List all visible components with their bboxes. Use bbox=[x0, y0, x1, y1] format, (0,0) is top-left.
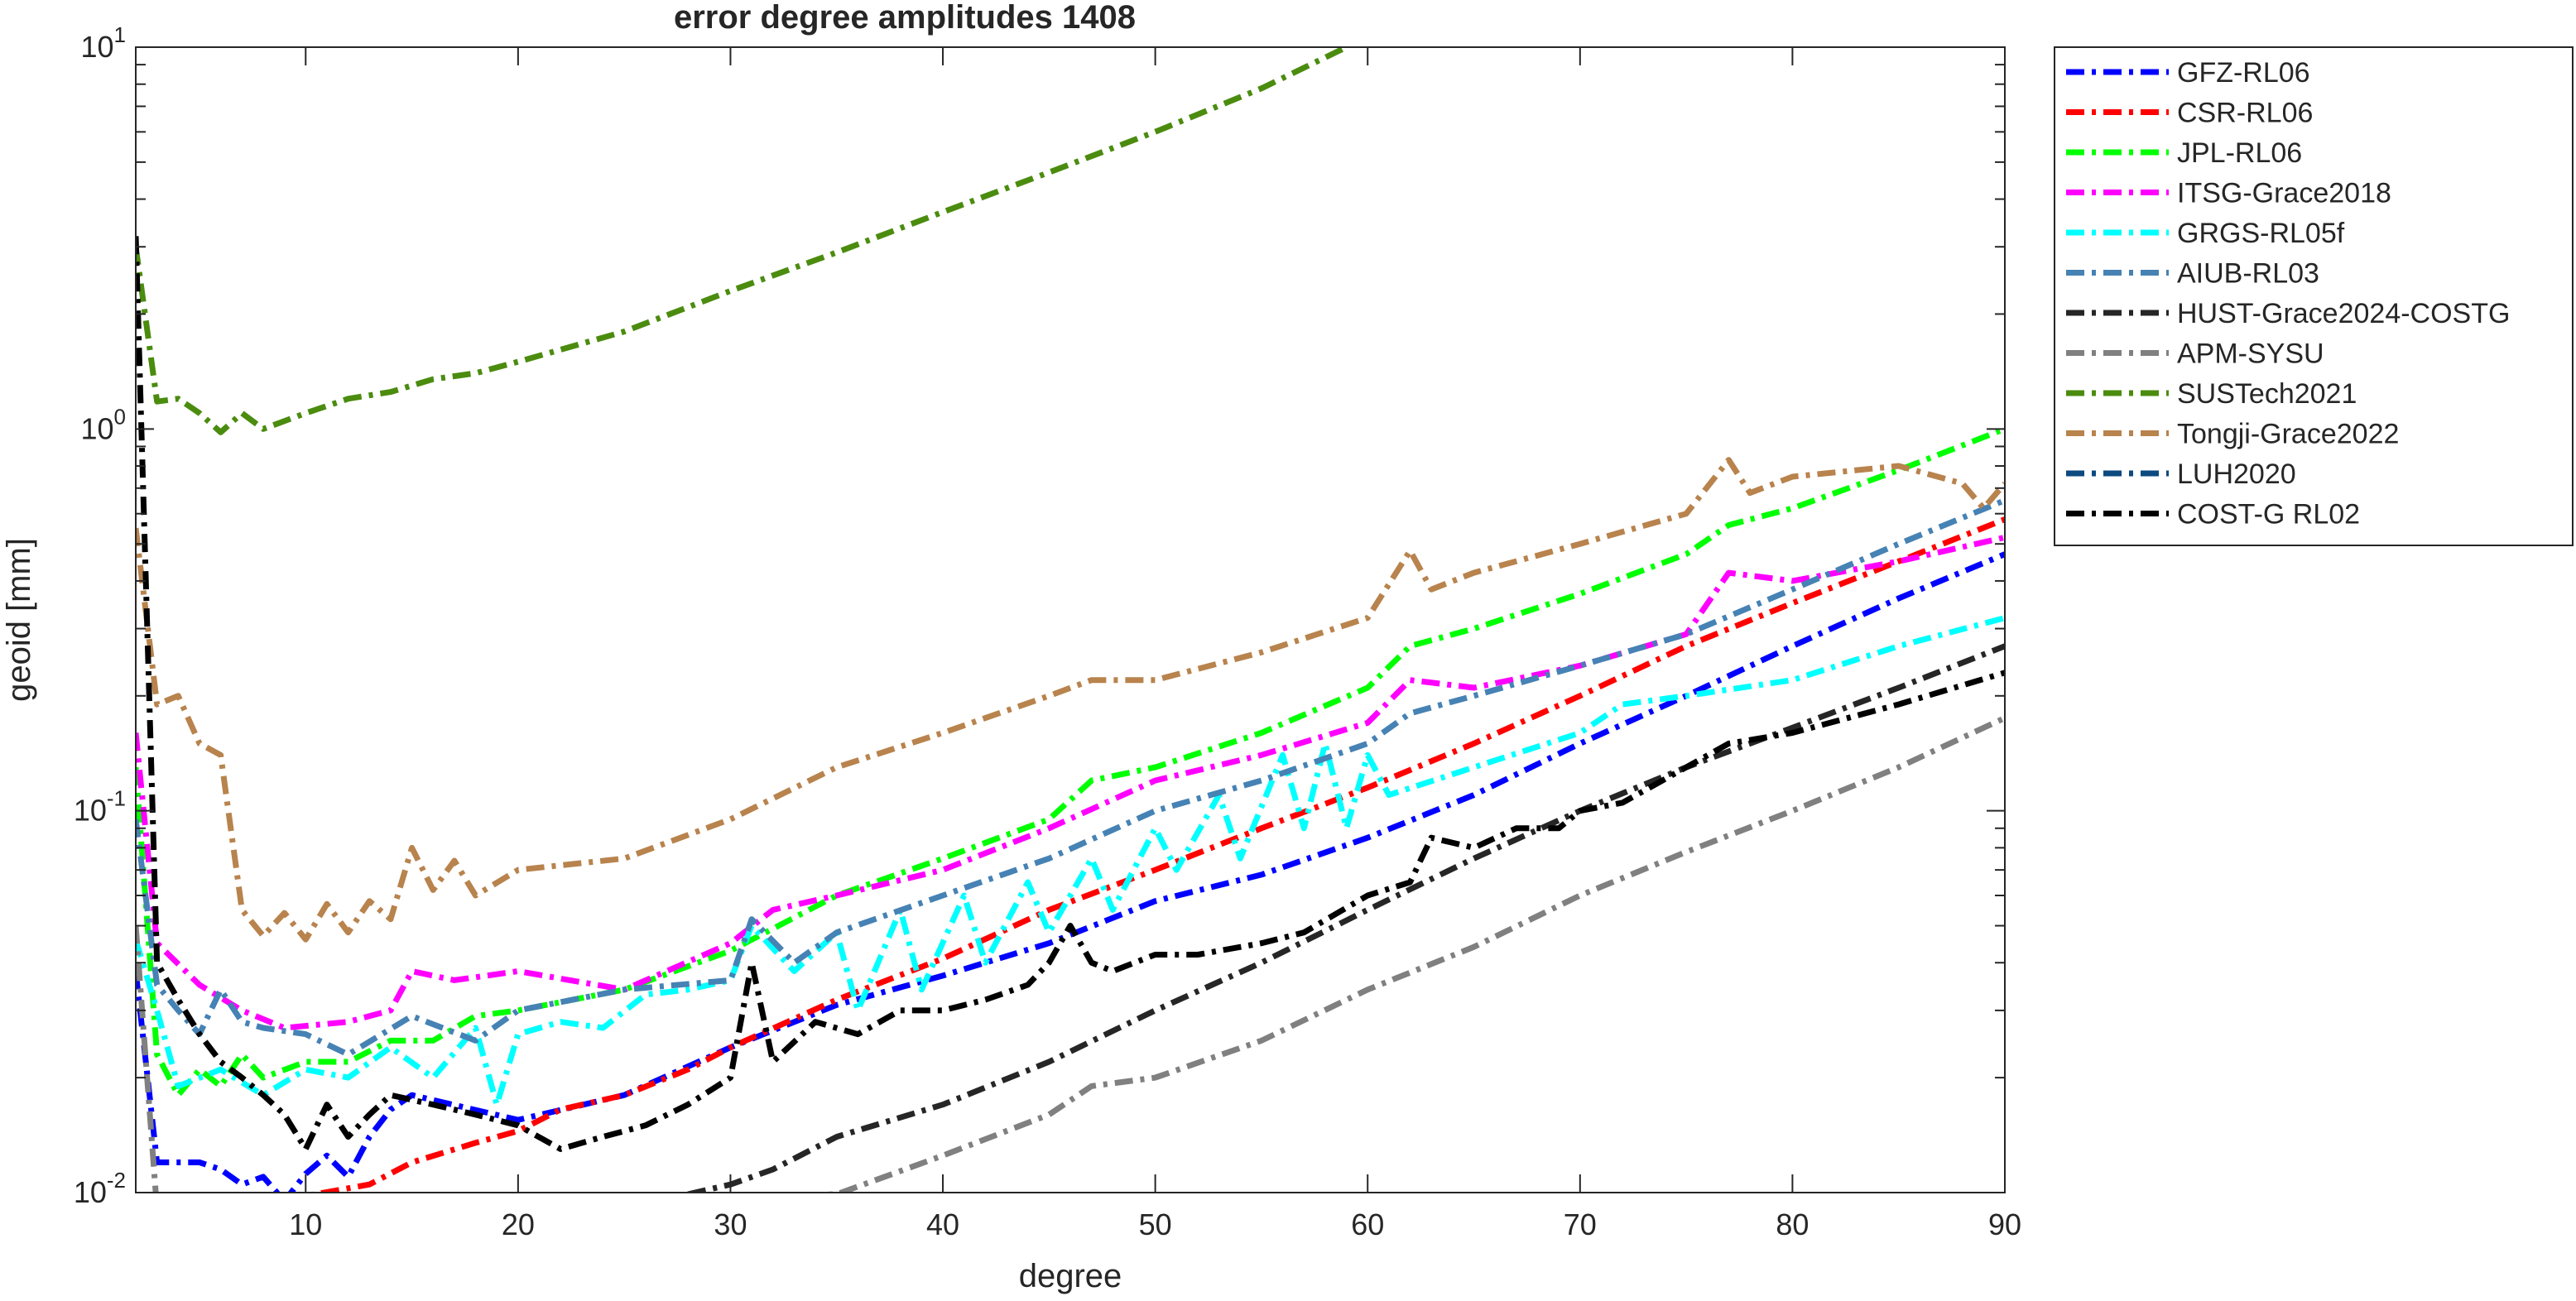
legend-label: CSR-RL06 bbox=[2177, 98, 2313, 129]
x-tick-label: 70 bbox=[1564, 1207, 1597, 1241]
legend-box bbox=[2054, 46, 2574, 546]
x-tick-label: 80 bbox=[1776, 1207, 1809, 1241]
legend-label: GRGS-RL05f bbox=[2177, 218, 2345, 249]
plot-area-frame bbox=[135, 46, 2006, 1193]
series-line bbox=[307, 516, 2005, 1193]
series-line bbox=[136, 534, 2005, 1031]
legend-label: ITSG-Grace2018 bbox=[2177, 178, 2391, 209]
y-tick-label-base: 10 bbox=[80, 30, 113, 64]
x-axis: 10 20 30 40 50 60 70 80 90 bbox=[289, 47, 2021, 1241]
legend-label: AIUB-RL03 bbox=[2177, 258, 2319, 290]
x-tick-label: 30 bbox=[714, 1207, 747, 1241]
x-tick-label: 90 bbox=[1988, 1207, 2021, 1241]
x-tick-label: 40 bbox=[926, 1207, 959, 1241]
y-tick-label: 101 bbox=[80, 22, 126, 64]
series-line bbox=[136, 47, 1348, 435]
x-axis-label: degree bbox=[1019, 1258, 1122, 1294]
plot-lines bbox=[136, 47, 2005, 1193]
y-tick-label-exponent: -1 bbox=[107, 786, 126, 811]
y-tick-label: 10-2 bbox=[74, 1168, 126, 1209]
x-tick-label: 10 bbox=[289, 1207, 322, 1241]
legend-label: COST-G RL02 bbox=[2177, 499, 2360, 530]
series-line bbox=[136, 497, 2005, 1058]
series-line bbox=[136, 715, 2005, 1193]
legend-label: JPL-RL06 bbox=[2177, 137, 2302, 169]
y-tick-label-base: 10 bbox=[74, 794, 107, 828]
chart-title: error degree amplitudes 1408 bbox=[674, 0, 1136, 36]
x-tick-label: 20 bbox=[502, 1207, 535, 1241]
legend-label: GFZ-RL06 bbox=[2177, 57, 2310, 89]
legend-label: Tongji-Grace2022 bbox=[2177, 419, 2399, 450]
x-tick-label: 60 bbox=[1351, 1207, 1384, 1241]
legend: GFZ-RL06 CSR-RL06 JPL-RL06 ITSG-Grace2018 GR… bbox=[2054, 46, 2574, 546]
series-line bbox=[136, 236, 2005, 1152]
y-tick-label-exponent: 0 bbox=[114, 404, 126, 429]
series-line bbox=[136, 457, 2005, 943]
series-line bbox=[136, 615, 2005, 1108]
x-tick-label: 50 bbox=[1139, 1207, 1172, 1241]
series-line bbox=[136, 426, 2005, 1098]
y-tick-label-base: 10 bbox=[74, 1175, 107, 1209]
y-tick-label: 10-1 bbox=[74, 786, 126, 828]
legend-label: HUST-Grace2024-COSTG bbox=[2177, 298, 2510, 329]
legend-label: SUSTech2021 bbox=[2177, 378, 2357, 410]
y-tick-label-base: 10 bbox=[80, 411, 113, 445]
y-tick-label: 100 bbox=[80, 404, 126, 445]
legend-label: LUH2020 bbox=[2177, 458, 2296, 490]
y-tick-label-exponent: 1 bbox=[114, 22, 126, 47]
y-tick-label-exponent: -2 bbox=[107, 1168, 126, 1193]
y-axis-label: geoid [mm] bbox=[1, 538, 37, 702]
legend-label: APM-SYSU bbox=[2177, 338, 2324, 370]
